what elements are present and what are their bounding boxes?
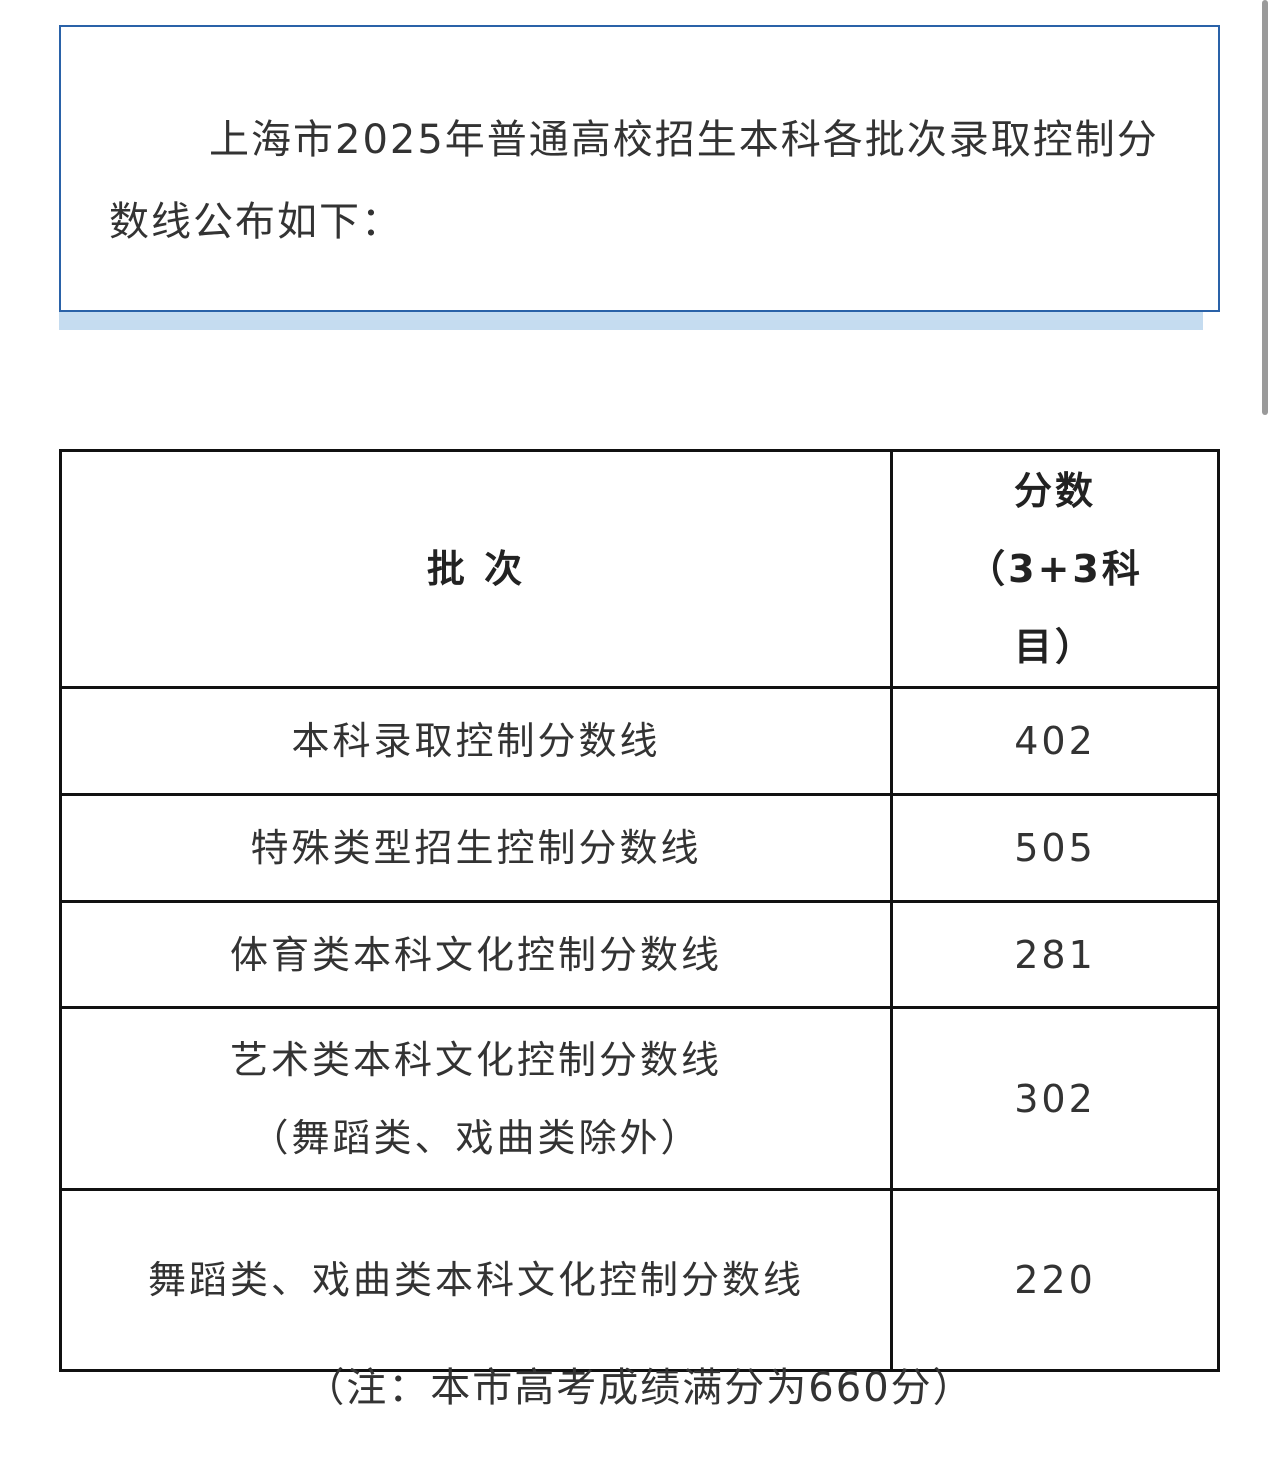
header-batch: 批 次 — [59, 449, 893, 689]
header-score: 分数（3+3科目） — [890, 449, 1220, 689]
footnote: （注：本市高考成绩满分为660分） — [304, 1365, 975, 1411]
batch-cell: 艺术类本科文化控制分数线 （舞蹈类、戏曲类除外） — [59, 1006, 893, 1191]
batch-cell: 本科录取控制分数线 — [59, 686, 893, 796]
batch-cell: 体育类本科文化控制分数线 — [59, 900, 893, 1009]
table-row: 本科录取控制分数线 402 — [59, 686, 1220, 796]
intro-text: 上海市2025年普通高校招生本科各批次录取控制分数线公布如下： — [109, 117, 1159, 245]
table-row: 特殊类型招生控制分数线 505 — [59, 793, 1220, 903]
intro-box-shadow — [59, 312, 1203, 330]
score-table: 批 次 分数（3+3科目） 本科录取控制分数线 402 特殊类型招生控制分数线 … — [59, 449, 1220, 1372]
batch-cell: 舞蹈类、戏曲类本科文化控制分数线 — [59, 1188, 893, 1372]
table-row: 舞蹈类、戏曲类本科文化控制分数线 220 — [59, 1188, 1220, 1372]
batch-cell: 特殊类型招生控制分数线 — [59, 793, 893, 903]
score-cell: 281 — [890, 900, 1220, 1009]
scrollbar[interactable] — [1262, 0, 1268, 415]
table-row: 体育类本科文化控制分数线 281 — [59, 900, 1220, 1009]
score-cell: 402 — [890, 686, 1220, 796]
score-cell: 302 — [890, 1006, 1220, 1191]
score-cell: 505 — [890, 793, 1220, 903]
table-header-row: 批 次 分数（3+3科目） — [59, 449, 1220, 689]
table-row: 艺术类本科文化控制分数线 （舞蹈类、戏曲类除外） 302 — [59, 1006, 1220, 1191]
score-cell: 220 — [890, 1188, 1220, 1372]
intro-box: 上海市2025年普通高校招生本科各批次录取控制分数线公布如下： — [59, 25, 1220, 312]
